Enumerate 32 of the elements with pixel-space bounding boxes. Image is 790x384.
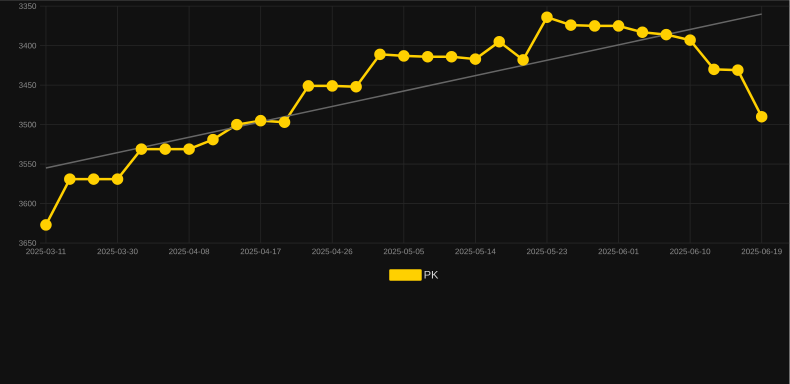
point <box>660 28 672 40</box>
point <box>612 20 624 32</box>
point <box>517 54 529 66</box>
point <box>684 34 696 46</box>
point <box>326 80 338 92</box>
point <box>254 114 266 126</box>
point <box>446 50 458 62</box>
point <box>350 80 362 92</box>
point <box>494 36 505 48</box>
point <box>231 118 243 130</box>
point <box>541 11 553 23</box>
point <box>136 143 148 155</box>
point <box>756 110 768 122</box>
point <box>302 80 314 92</box>
point <box>398 50 410 62</box>
point <box>159 143 171 155</box>
point <box>40 219 52 231</box>
point <box>422 50 434 62</box>
point <box>636 26 648 38</box>
point <box>708 64 720 76</box>
point <box>112 173 124 185</box>
point <box>207 134 219 146</box>
point <box>88 173 100 185</box>
point <box>588 20 600 32</box>
point <box>732 64 744 76</box>
point <box>64 173 76 185</box>
point <box>470 53 482 65</box>
legend-label: PK <box>424 270 438 279</box>
point <box>374 48 386 60</box>
point <box>565 19 577 31</box>
point <box>183 143 195 155</box>
point <box>278 116 290 128</box>
